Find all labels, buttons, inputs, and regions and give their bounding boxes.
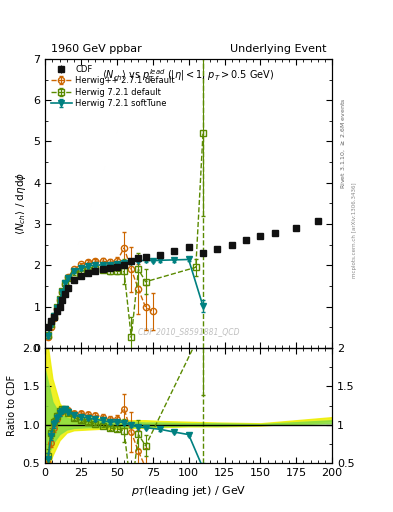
Text: 1960 GeV ppbar: 1960 GeV ppbar bbox=[51, 44, 142, 54]
Y-axis label: Ratio to CDF: Ratio to CDF bbox=[7, 375, 17, 436]
Legend: CDF, Herwig++ 2.7.1 default, Herwig 7.2.1 default, Herwig 7.2.1 softTune: CDF, Herwig++ 2.7.1 default, Herwig 7.2.… bbox=[50, 63, 176, 110]
X-axis label: $p_T$(leading jet) / GeV: $p_T$(leading jet) / GeV bbox=[131, 484, 246, 498]
Text: CDF 2010_S8591881_QCD: CDF 2010_S8591881_QCD bbox=[138, 327, 239, 336]
Text: Underlying Event: Underlying Event bbox=[230, 44, 326, 54]
Text: $\langle N_{ch}\rangle$ vs $p_T^{lead}$ ($|\eta| < 1$, $p_T > 0.5$ GeV): $\langle N_{ch}\rangle$ vs $p_T^{lead}$ … bbox=[103, 68, 275, 84]
Text: Rivet 3.1.10, $\geq$ 2.6M events: Rivet 3.1.10, $\geq$ 2.6M events bbox=[340, 98, 347, 189]
Text: mcplots.cern.ch [arXiv:1306.3436]: mcplots.cern.ch [arXiv:1306.3436] bbox=[352, 183, 357, 278]
Y-axis label: $\langle N_{ch}\rangle$ / d$\eta$d$\phi$: $\langle N_{ch}\rangle$ / d$\eta$d$\phi$ bbox=[14, 172, 28, 235]
